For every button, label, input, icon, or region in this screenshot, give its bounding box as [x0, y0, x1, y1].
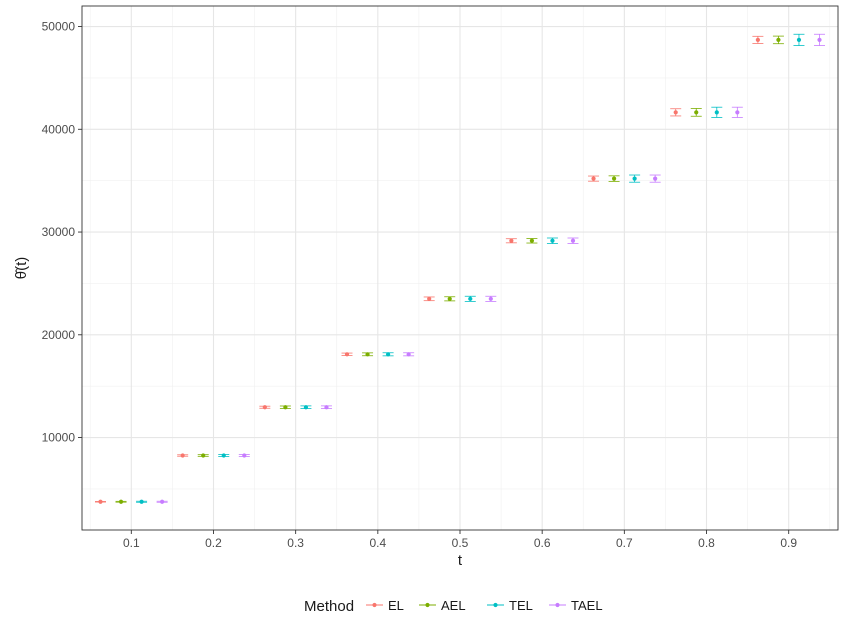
data-point-ael — [529, 238, 535, 243]
y-tick-label: 10000 — [42, 431, 76, 445]
legend-key-point-tael — [555, 602, 560, 608]
data-point-tael — [160, 499, 165, 504]
x-tick-label: 0.8 — [698, 536, 715, 550]
data-point-el — [509, 238, 514, 243]
data-point-ael — [201, 453, 206, 458]
data-point-ael — [694, 110, 699, 115]
y-tick-label: 40000 — [42, 122, 76, 136]
y-tick-label: 20000 — [42, 328, 76, 342]
legend: Method EL AEL TEL TAEL — [304, 598, 603, 615]
data-point-el — [427, 296, 432, 301]
y-tick-label: 30000 — [42, 225, 76, 239]
data-point-el — [180, 453, 185, 458]
legend-key-point-ael — [425, 602, 430, 608]
major-gridlines — [82, 6, 838, 530]
data-point-tel — [303, 405, 309, 410]
data-point-el — [755, 37, 760, 43]
data-point-tel — [550, 238, 555, 243]
data-point-tael — [735, 110, 740, 115]
data-point-tel — [468, 296, 473, 301]
data-point-tel — [139, 499, 144, 504]
x-tick-label: 0.2 — [205, 536, 222, 550]
x-tick-label: 0.7 — [616, 536, 633, 550]
data-point-tel — [632, 176, 637, 181]
x-axis-title: t — [458, 552, 463, 569]
data-point-tel — [796, 37, 802, 43]
data-point-el — [98, 499, 103, 504]
data-point-tael — [488, 296, 493, 301]
legend-label-tael: TAEL — [571, 598, 603, 613]
x-tick-label: 0.4 — [369, 536, 386, 550]
data-point-ael — [776, 37, 781, 43]
data-point-el — [591, 176, 596, 181]
data-point-tael — [817, 37, 822, 43]
x-tick-label: 0.3 — [287, 536, 304, 550]
data-point-tel — [385, 352, 391, 357]
data-point-ael — [447, 296, 452, 301]
legend-key-point-tel — [493, 602, 498, 608]
axis-ticks — [78, 26, 790, 534]
x-tick-label: 0.1 — [123, 536, 140, 550]
axis-tick-labels: 0.1 0.2 0.3 0.4 0.5 0.6 0.7 0.8 0.9 10000 20000 300… — [42, 20, 798, 550]
data-marks — [94, 33, 826, 504]
data-point-tael — [406, 352, 411, 357]
data-point-tael — [570, 238, 576, 243]
data-point-tel — [221, 453, 226, 458]
data-point-el — [262, 405, 267, 410]
data-point-ael — [118, 499, 124, 504]
data-point-tael — [242, 453, 247, 458]
legend-key-point-el — [372, 602, 377, 608]
legend-label-tel: TEL — [509, 598, 533, 613]
data-point-ael — [283, 405, 288, 410]
data-point-tael — [324, 405, 329, 410]
data-point-el — [344, 352, 350, 357]
data-point-el — [673, 110, 678, 115]
x-tick-label: 0.6 — [534, 536, 551, 550]
data-point-ael — [611, 176, 617, 181]
data-point-ael — [365, 352, 370, 357]
legend-label-ael: AEL — [441, 598, 466, 613]
data-point-tel — [714, 110, 719, 115]
legend-label-el: EL — [388, 598, 404, 613]
x-tick-label: 0.5 — [452, 536, 469, 550]
legend-title: Method — [304, 598, 354, 615]
x-tick-label: 0.9 — [780, 536, 797, 550]
y-tick-label: 50000 — [42, 20, 76, 34]
data-point-tael — [653, 176, 658, 181]
y-axis-title: θ̂(t) — [13, 257, 30, 280]
